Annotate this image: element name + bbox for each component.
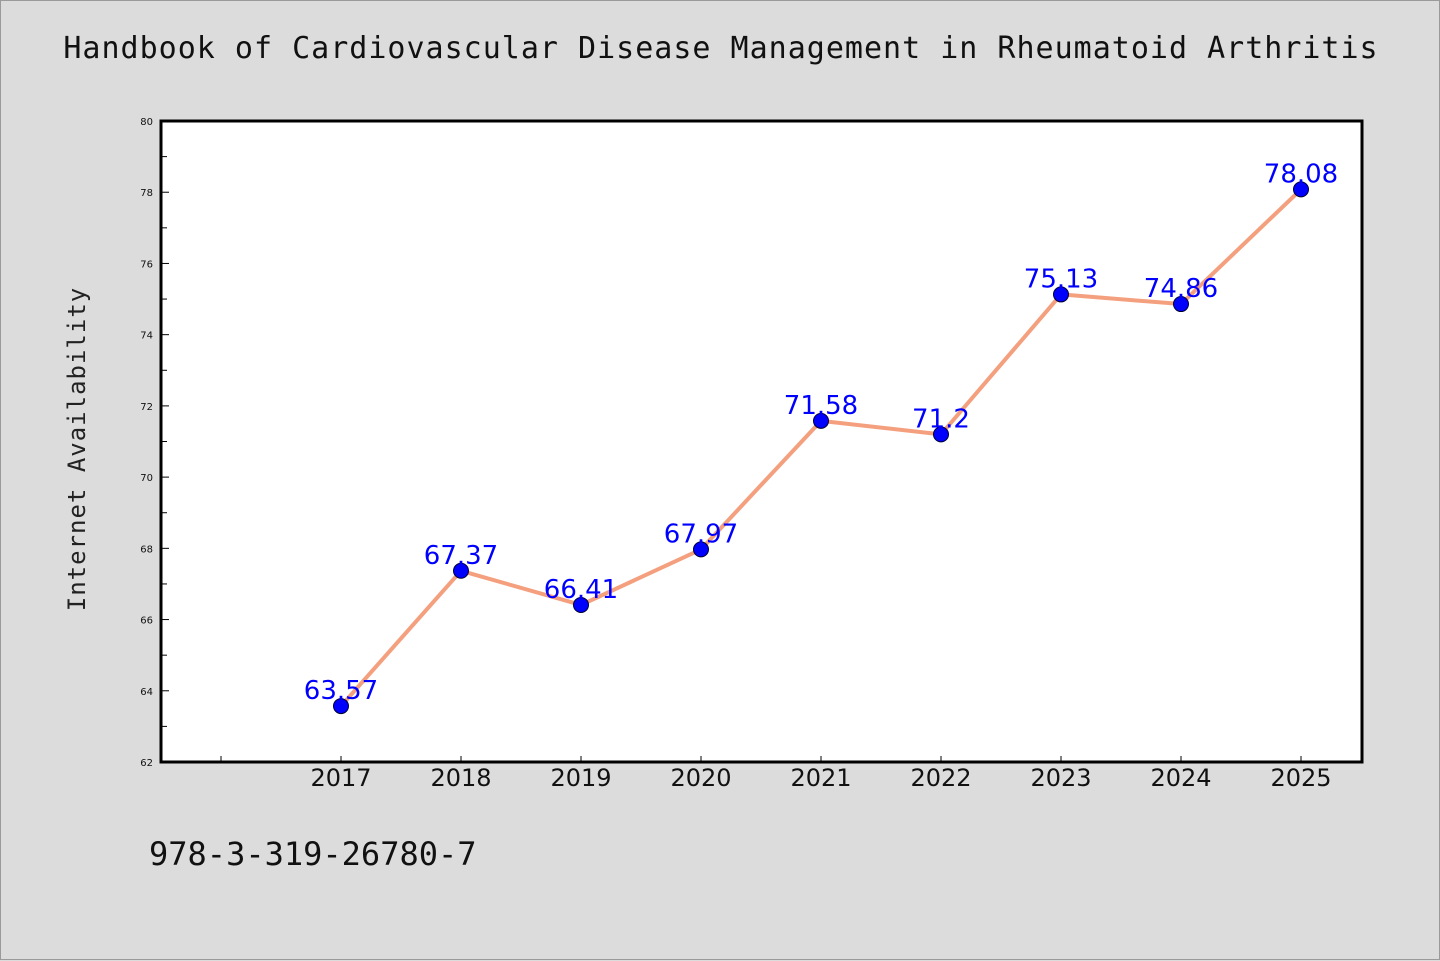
y-tick-label: 78 bbox=[140, 188, 153, 199]
x-tick-label: 2019 bbox=[550, 764, 611, 792]
data-points bbox=[333, 181, 1309, 715]
data-point bbox=[1173, 296, 1189, 313]
data-point bbox=[573, 596, 589, 613]
plot-frame bbox=[159, 119, 1364, 764]
y-tick-label: 64 bbox=[140, 687, 153, 698]
y-tick-label: 68 bbox=[140, 544, 153, 555]
data-point bbox=[1293, 181, 1309, 198]
y-tick-label: 74 bbox=[140, 331, 153, 342]
x-tick-label: 2022 bbox=[910, 764, 971, 792]
data-label: 63.57 bbox=[304, 676, 378, 706]
data-label: 66.41 bbox=[544, 575, 618, 605]
data-label: 71.2 bbox=[912, 404, 970, 434]
x-tick-label: 2021 bbox=[790, 764, 851, 792]
y-tick-label: 72 bbox=[140, 402, 153, 413]
data-label: 78.08 bbox=[1264, 159, 1338, 189]
plot-area bbox=[161, 121, 1362, 762]
y-tick-label: 70 bbox=[140, 473, 153, 484]
y-tick-label: 66 bbox=[140, 616, 153, 627]
data-point bbox=[693, 541, 709, 558]
data-point bbox=[933, 426, 949, 443]
data-label: 75.13 bbox=[1024, 264, 1098, 294]
y-tick-label: 76 bbox=[140, 259, 153, 270]
y-axis: 62 64 66 68 70 72 74 76 78 80 bbox=[140, 117, 169, 769]
y-tick-label: 62 bbox=[140, 758, 153, 769]
data-label: 67.37 bbox=[424, 541, 498, 571]
x-tick-label: 2018 bbox=[430, 764, 491, 792]
y-tick-label: 80 bbox=[140, 117, 153, 128]
data-labels: 63.57 67.37 66.41 67.97 71.58 71.2 75.13 74.86 7… bbox=[304, 159, 1338, 706]
data-label: 67.97 bbox=[664, 519, 738, 549]
data-point bbox=[453, 562, 469, 579]
x-tick-label: 2020 bbox=[670, 764, 731, 792]
data-label: 74.86 bbox=[1144, 274, 1218, 304]
data-point bbox=[333, 698, 349, 715]
data-label: 71.58 bbox=[784, 391, 858, 421]
chart-title: Handbook of Cardiovascular Disease Manag… bbox=[63, 31, 1379, 66]
data-point bbox=[1053, 286, 1069, 303]
x-tick-label: 2024 bbox=[1150, 764, 1211, 792]
x-tick-label: 2025 bbox=[1270, 764, 1331, 792]
x-axis: 2017 2018 2019 2020 2021 2022 2023 2024 2025 bbox=[220, 756, 1332, 792]
x-tick-label: 2023 bbox=[1030, 764, 1091, 792]
isbn-text: 978-3-319-26780-7 bbox=[149, 835, 477, 873]
data-point bbox=[813, 412, 829, 429]
x-tick-label: 2017 bbox=[310, 764, 371, 792]
